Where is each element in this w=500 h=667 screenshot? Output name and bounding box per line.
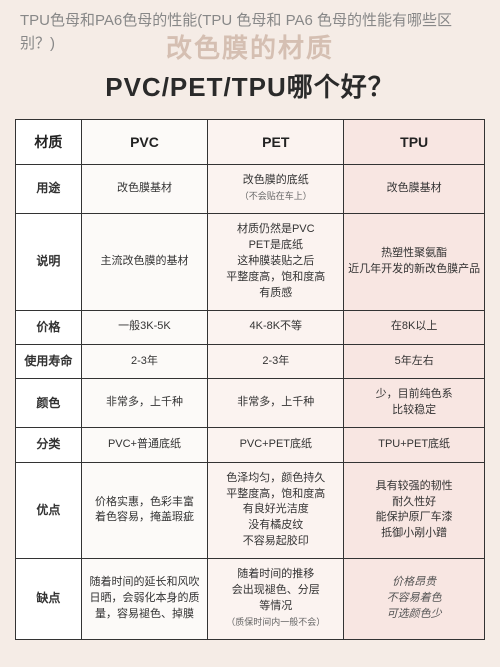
- cell-use-pvc: 改色膜基材: [81, 165, 208, 214]
- row-label-cons: 缺点: [16, 559, 82, 640]
- cell-life-tpu: 5年左右: [344, 344, 485, 378]
- comparison-table-wrap: 材质 PVC PET TPU 用途 改色膜基材 改色膜的底纸 （不会贴在车上） …: [0, 114, 500, 650]
- title-main: PVC/PET/TPU哪个好？: [0, 67, 500, 104]
- cell-color-tpu: 少，目前纯色系 比较稳定: [344, 379, 485, 428]
- cell-life-pvc: 2-3年: [81, 344, 208, 378]
- table-row: 分类 PVC+普通底纸 PVC+PET底纸 TPU+PET底纸: [16, 428, 485, 462]
- table-row: 使用寿命 2-3年 2-3年 5年左右: [16, 344, 485, 378]
- cell-desc-pet: 材质仍然是PVC PET是底纸 这种膜装贴之后 平整度高，饱和度高 有质感: [208, 213, 344, 310]
- cell-cat-pet: PVC+PET底纸: [208, 428, 344, 462]
- cell-subnote: （不会贴在车上）: [240, 191, 312, 201]
- cell-price-pet: 4K-8K不等: [208, 310, 344, 344]
- header-material: 材质: [16, 120, 82, 165]
- cell-desc-tpu: 热塑性聚氨酯 近几年开发的新改色膜产品: [344, 213, 485, 310]
- cell-cons-tpu: 价格昂贵 不容易着色 可选颜色少: [344, 559, 485, 640]
- title-section: 改色膜的材质 PVC/PET/TPU哪个好？: [0, 0, 500, 114]
- cell-desc-pvc: 主流改色膜的基材: [81, 213, 208, 310]
- table-row: 缺点 随着时间的延长和风吹日晒，会弱化本身的质量，容易褪色、掉膜 随着时间的推移…: [16, 559, 485, 640]
- row-label-cat: 分类: [16, 428, 82, 462]
- table-row: 价格 一般3K-5K 4K-8K不等 在8K以上: [16, 310, 485, 344]
- row-label-life: 使用寿命: [16, 344, 82, 378]
- cell-use-pet: 改色膜的底纸 （不会贴在车上）: [208, 165, 344, 214]
- header-pet: PET: [208, 120, 344, 165]
- cell-cons-pet: 随着时间的推移 会出现褪色、分层 等情况 （质保时间内一般不会）: [208, 559, 344, 640]
- comparison-table: 材质 PVC PET TPU 用途 改色膜基材 改色膜的底纸 （不会贴在车上） …: [15, 119, 485, 640]
- table-row: 优点 价格实惠，色彩丰富 着色容易，掩盖瑕疵 色泽均匀，颜色持久 平整度高，饱和…: [16, 462, 485, 559]
- cell-cat-pvc: PVC+普通底纸: [81, 428, 208, 462]
- row-label-desc: 说明: [16, 213, 82, 310]
- header-tpu: TPU: [344, 120, 485, 165]
- row-label-price: 价格: [16, 310, 82, 344]
- cell-text: 随着时间的推移 会出现褪色、分层 等情况: [232, 568, 320, 612]
- header-pvc: PVC: [81, 120, 208, 165]
- cell-cons-pvc: 随着时间的延长和风吹日晒，会弱化本身的质量，容易褪色、掉膜: [81, 559, 208, 640]
- cell-color-pet: 非常多，上千种: [208, 379, 344, 428]
- cell-text: 改色膜的底纸: [243, 174, 309, 186]
- row-label-use: 用途: [16, 165, 82, 214]
- cell-color-pvc: 非常多，上千种: [81, 379, 208, 428]
- cell-pros-pvc: 价格实惠，色彩丰富 着色容易，掩盖瑕疵: [81, 462, 208, 559]
- table-header-row: 材质 PVC PET TPU: [16, 120, 485, 165]
- cell-price-pvc: 一般3K-5K: [81, 310, 208, 344]
- title-subheading: 改色膜的材质: [0, 28, 500, 65]
- cell-price-tpu: 在8K以上: [344, 310, 485, 344]
- cell-pros-tpu: 具有较强的韧性 耐久性好 能保护原厂车漆 抵御小剐小蹭: [344, 462, 485, 559]
- cell-pros-pet: 色泽均匀，颜色持久 平整度高，饱和度高 有良好光洁度 没有橘皮纹 不容易起胶印: [208, 462, 344, 559]
- table-row: 颜色 非常多，上千种 非常多，上千种 少，目前纯色系 比较稳定: [16, 379, 485, 428]
- cell-subnote: （质保时间内一般不会）: [226, 617, 325, 627]
- table-row: 说明 主流改色膜的基材 材质仍然是PVC PET是底纸 这种膜装贴之后 平整度高…: [16, 213, 485, 310]
- cell-life-pet: 2-3年: [208, 344, 344, 378]
- cell-cat-tpu: TPU+PET底纸: [344, 428, 485, 462]
- cell-use-tpu: 改色膜基材: [344, 165, 485, 214]
- row-label-color: 颜色: [16, 379, 82, 428]
- table-row: 用途 改色膜基材 改色膜的底纸 （不会贴在车上） 改色膜基材: [16, 165, 485, 214]
- row-label-pros: 优点: [16, 462, 82, 559]
